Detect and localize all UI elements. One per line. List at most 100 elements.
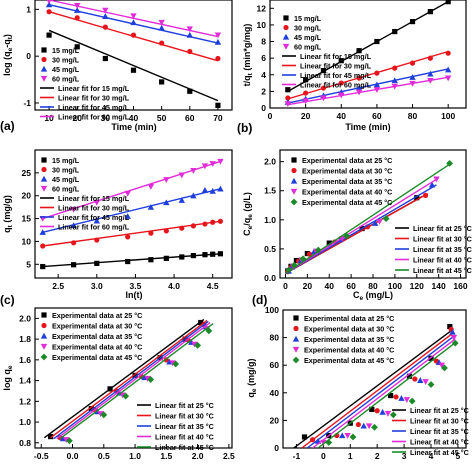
legend: Experimental data at 25 °C Experimental d… [292, 314, 469, 457]
data-point [444, 66, 452, 73]
legend-marker [292, 335, 300, 342]
y-tick-label: 80 [270, 333, 280, 343]
data-point [217, 158, 224, 165]
plot-area [39, 158, 224, 270]
x-axis-label-main: Time (min) [111, 122, 156, 132]
x-tick-label: 4.5 [207, 281, 219, 291]
legend-marker [293, 325, 299, 332]
x-axis-label: Ce (mg/L) [353, 290, 393, 302]
data-point [205, 327, 213, 335]
y-tick-label: 5 [26, 259, 31, 269]
data-point [190, 253, 196, 259]
legend-label: 30 mg/L [52, 166, 80, 175]
data-point [360, 422, 367, 429]
data-point [427, 9, 433, 15]
data-point [371, 220, 379, 226]
fit-line [285, 177, 440, 274]
data-point [412, 376, 418, 382]
y-tick-label: 12 [257, 3, 267, 13]
data-point [119, 392, 126, 399]
legend-marker [41, 312, 47, 318]
panel-label: (a) [0, 119, 15, 133]
x-tick-label: 3 [402, 451, 407, 461]
legend-marker [41, 47, 47, 53]
y-tick-label: 1.5 [264, 186, 276, 196]
legend-marker [41, 322, 47, 329]
data-point [190, 223, 196, 229]
data-point [428, 181, 436, 188]
data-point [326, 240, 332, 246]
data-point [365, 423, 373, 430]
legend-label: Linear fit at 30 °C [155, 412, 214, 421]
data-point [376, 218, 383, 225]
data-point [125, 258, 131, 265]
data-point [382, 215, 390, 223]
data-point [325, 439, 333, 446]
data-point [187, 48, 193, 55]
x-tick-label: 3.5 [130, 281, 142, 291]
y-axis-label-tail: /q [242, 218, 252, 226]
data-point [102, 7, 109, 14]
data-point [285, 87, 291, 93]
x-tick-label: 30 [101, 113, 111, 123]
legend-label: Experimental data at 30 °C [304, 325, 394, 334]
data-point [74, 3, 81, 9]
data-point [374, 38, 380, 45]
data-point [392, 65, 398, 71]
y-tick-label: 1.6 [19, 355, 31, 365]
chart-panel-2: 0 20 40 60 80 100 0 2 4 6 8 10 12 15 mg/L30 mg/L45 mg… [237, 0, 467, 135]
data-point [132, 372, 138, 379]
legend-label: Linear fit for 30 mg/L [300, 62, 372, 71]
data-point [403, 397, 410, 403]
legend-marker [41, 56, 47, 63]
x-tick-label: 0 [268, 111, 273, 121]
legend-label: 60 mg/L [52, 75, 80, 84]
data-point [187, 88, 193, 94]
fit-line [59, 322, 214, 440]
y-axis-label: t/qt (min*g/mg) [242, 24, 254, 87]
data-point [393, 394, 399, 400]
data-point [147, 183, 155, 190]
y-axis-label-end: ) [2, 34, 12, 37]
legend-marker [282, 43, 290, 50]
legend-label: Experimental data at 25 °C [304, 314, 394, 323]
y-axis-label-main: C [242, 229, 252, 236]
data-point [417, 377, 424, 383]
y-tick-label: 20 [270, 415, 280, 425]
data-point [355, 89, 363, 96]
legend-label: Experimental data at 45 °C [52, 353, 142, 362]
data-point [422, 192, 429, 198]
x-axis-label: ln(t) [126, 290, 143, 300]
x-tick-label: 160 [453, 281, 467, 291]
x-tick-label: 2.5 [52, 281, 64, 291]
data-point [284, 101, 292, 108]
data-point [438, 362, 445, 369]
x-tick-label: 4.0 [168, 281, 180, 291]
data-point [93, 199, 101, 206]
y-tick-label: 0.5 [264, 244, 276, 254]
y-tick-label: 40 [270, 388, 280, 398]
data-point [122, 392, 130, 400]
legend-label: Linear fit for 15 mg/L [58, 194, 130, 203]
y-axis-label-sub2: t [7, 36, 14, 39]
data-point [388, 392, 394, 399]
y-tick-label: 20 [22, 191, 32, 201]
legend-marker [40, 332, 48, 339]
x-tick-label: 40 [325, 281, 335, 291]
plot-frame [282, 309, 467, 449]
data-point [40, 243, 46, 249]
y-axis-label-end: (g/L) [242, 192, 252, 214]
data-point [130, 13, 137, 20]
legend-label: Linear fit for 15 mg/L [58, 84, 130, 93]
y-tick-label: 0 [274, 443, 279, 453]
x-tick-label: 10 [44, 113, 54, 123]
plot-area [293, 323, 459, 448]
x-tick-label: 100 [441, 111, 455, 121]
data-point [339, 432, 346, 439]
y-axis-label-tail: (mg/g) [246, 358, 256, 388]
legend-label: Experimental data at 25 °C [52, 311, 142, 320]
data-point [409, 80, 416, 87]
panel-label: (d) [252, 293, 267, 307]
x-tick-label: 5 [456, 451, 461, 461]
